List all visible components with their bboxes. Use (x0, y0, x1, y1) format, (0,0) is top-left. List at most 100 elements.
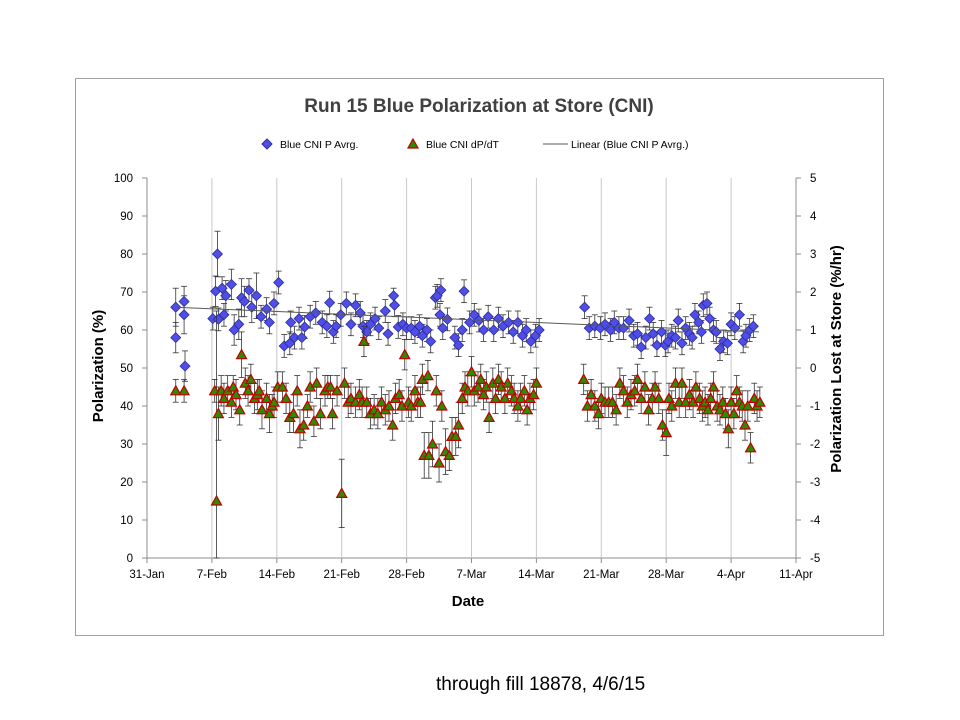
p-avrg-diamond-point (640, 332, 652, 344)
series-linear-trend (174, 306, 759, 333)
dpdt-triangle-point (585, 388, 598, 400)
p-avrg-diamond-point (441, 313, 453, 325)
dpdt-triangle-point (719, 407, 732, 419)
y-tick-label: 90 (120, 211, 133, 223)
dpdt-triangle-point (716, 395, 729, 407)
dpdt-triangle-point (297, 418, 310, 430)
x-tick-label: 4-Apr (717, 569, 745, 581)
p-avrg-diamond-point (704, 313, 716, 325)
y2-tick-label: 0 (810, 363, 816, 375)
dpdt-triangle-point (386, 418, 399, 430)
p-avrg-diamond-point (345, 318, 357, 330)
dpdt-triangle-point (492, 373, 505, 384)
p-avrg-diamond-point (449, 332, 461, 344)
dpdt-triangle-point (242, 384, 255, 396)
p-avrg-diamond-point (379, 305, 391, 317)
p-avrg-diamond-point (388, 299, 401, 311)
p-avrg-diamond-point (452, 339, 465, 351)
dpdt-triangle-point (530, 376, 543, 388)
y-tick-label: 0 (127, 553, 133, 565)
dpdt-triangle-point (514, 392, 527, 403)
p-avrg-diamond-point (330, 320, 342, 332)
x-axis-label: Date (452, 593, 485, 610)
dpdt-triangle-point (382, 399, 396, 411)
dpdt-triangle-point (588, 399, 601, 411)
p-avrg-diamond-point (238, 295, 250, 308)
dpdt-triangle-point (456, 392, 469, 403)
dpdt-triangle-point (689, 380, 702, 392)
dpdt-triangle-point (422, 449, 435, 460)
dpdt-triangle-point (606, 395, 619, 407)
p-avrg-diamond-point (733, 309, 746, 321)
dpdt-triangle-point (443, 449, 456, 460)
dpdt-triangle-point (621, 395, 634, 407)
p-avrg-diamond-point (623, 314, 635, 327)
dpdt-triangle-point (483, 411, 496, 422)
p-avrg-diamond-point (520, 324, 532, 336)
dpdt-triangle-point (430, 384, 443, 396)
chart-frame: Run 15 Blue Polarization at Store (CNI) … (75, 78, 884, 636)
dpdt-triangle-point (260, 392, 273, 403)
x-tick-label: 7-Mar (456, 569, 486, 581)
dpdt-triangle-point (276, 380, 289, 392)
p-avrg-diamond-point (225, 278, 237, 290)
p-avrg-diamond-point (434, 309, 446, 321)
dpdt-triangle-point (592, 407, 605, 419)
p-avrg-diamond-point (178, 309, 190, 321)
dpdt-triangle-point (314, 407, 327, 419)
p-avrg-diamond-point (296, 332, 308, 344)
p-avrg-diamond-point (421, 324, 433, 336)
dpdt-triangle-point (229, 388, 243, 400)
p-avrg-diamond-point (243, 284, 255, 296)
dpdt-triangle-point (675, 376, 688, 388)
dpdt-triangle-point (741, 399, 754, 411)
y-tick-label: 20 (120, 477, 133, 489)
p-avrg-diamond-point (686, 332, 698, 344)
p-avrg-diamond-point (507, 326, 519, 338)
p-avrg-diamond-point (263, 316, 275, 328)
dpdt-triangle-point (511, 399, 524, 411)
p-avrg-diamond-point (321, 320, 333, 332)
dpdt-triangle-point (280, 392, 293, 403)
y-axis-label: Polarization (%) (90, 310, 107, 423)
legend: Blue CNI P Avrg. Blue CNI dP/dT Linear (… (261, 137, 689, 151)
p-avrg-diamond-point (335, 309, 347, 321)
dpdt-triangle-point (227, 380, 240, 392)
dpdt-triangle-point (465, 365, 478, 377)
dpdt-triangle-point (477, 388, 490, 400)
dpdt-triangle-point (375, 395, 388, 407)
dpdt-triangle-point (255, 403, 268, 415)
y-tick-label: 50 (120, 363, 133, 375)
x-tick-label: 14-Mar (518, 569, 555, 581)
dpdt-triangle-point (426, 437, 439, 449)
p-avrg-diamond-point (273, 276, 285, 289)
dpdt-triangle-point (501, 376, 514, 388)
dpdt-triangle-point (474, 373, 487, 384)
dpdt-triangle-point (360, 395, 373, 407)
y2-tick-label: 3 (810, 249, 816, 261)
p-avrg-diamond-point (246, 301, 258, 313)
dpdt-triangle-point (628, 384, 641, 396)
y2-tick-label: -1 (810, 401, 820, 413)
y2-tick-label: -2 (810, 439, 820, 451)
dpdt-triangle-point (527, 388, 540, 400)
dpdt-triangle-point (656, 418, 669, 430)
y2-tick-label: 5 (810, 173, 816, 185)
p-avrg-diamond-point (689, 309, 701, 321)
p-avrg-diamond-point (437, 322, 449, 334)
dpdt-triangle-point (225, 395, 238, 407)
x-tick-label: 21-Feb (323, 569, 359, 581)
dpdt-triangle-point (631, 373, 644, 384)
dpdt-triangle-point (267, 395, 281, 407)
dpdt-triangle-point (683, 388, 696, 400)
p-avrg-diamond-point (340, 297, 352, 309)
dpdt-triangle-point (353, 388, 366, 400)
dpdt-triangle-point (324, 380, 337, 392)
p-avrg-diamond-point (373, 322, 385, 334)
x-tick-label: 21-Mar (583, 569, 620, 581)
dpdt-triangle-point (642, 403, 655, 415)
dpdt-triangle-point (471, 380, 485, 392)
dpdt-triangle-point (338, 376, 351, 388)
p-avrg-diamond-point (414, 320, 426, 332)
dpdt-triangle-point (307, 414, 320, 426)
